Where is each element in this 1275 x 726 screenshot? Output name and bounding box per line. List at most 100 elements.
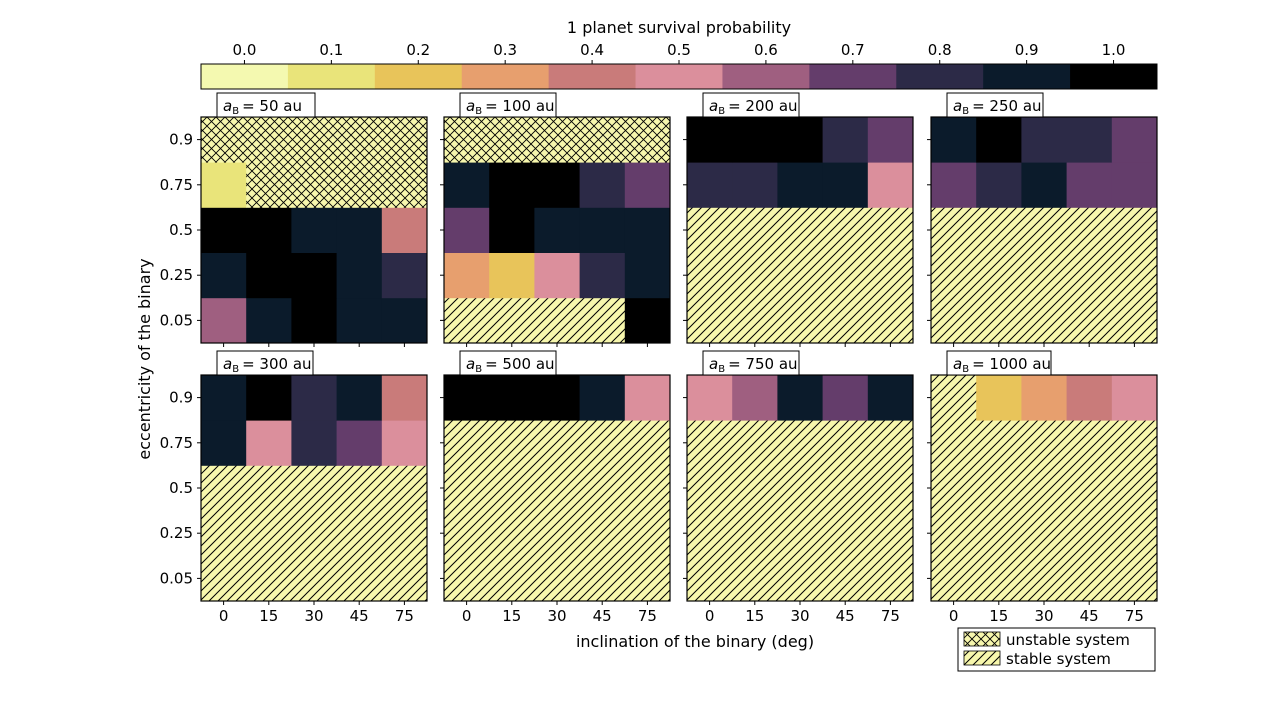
heatmap-cell	[867, 420, 914, 466]
heatmap-cell	[534, 297, 580, 344]
panel-title-box	[459, 350, 557, 376]
heatmap-cell	[336, 465, 383, 511]
colorbar-segment	[461, 64, 550, 89]
heatmap-cell	[687, 207, 733, 253]
heatmap-cell	[931, 465, 977, 511]
heatmap-cell	[732, 117, 778, 163]
panel-title-sub: B	[475, 106, 482, 117]
heatmap-cell	[931, 162, 977, 208]
heatmap-cell	[444, 297, 490, 344]
heatmap-cell	[1111, 420, 1158, 466]
heatmap-cell	[201, 207, 247, 253]
heatmap-cell	[687, 117, 733, 163]
x-tick-label: 0	[705, 607, 715, 625]
heatmap-cell	[444, 465, 490, 511]
heatmap-cell	[1066, 252, 1113, 299]
heatmap-cell	[732, 162, 778, 208]
colorbar-tick-label: 0.7	[841, 41, 865, 59]
heatmap-cell	[931, 117, 977, 163]
heatmap-cell	[291, 207, 337, 253]
heatmap-cell	[1111, 465, 1158, 511]
heatmap-cell	[867, 117, 914, 163]
heatmap-cell	[291, 297, 337, 344]
panel-title-var: a	[223, 355, 232, 373]
heatmap-cell	[732, 297, 778, 344]
panel: 0 15 30 45 75 aB = 500 au	[440, 350, 671, 625]
heatmap-cell	[579, 375, 626, 421]
heatmap-cell	[336, 297, 383, 344]
panel-title-value: = 500 au	[485, 355, 554, 373]
panel-title-var: a	[709, 355, 718, 373]
panel: 0 15 30 45 75 aB = 1000 au	[927, 350, 1158, 625]
heatmap-cell	[1021, 252, 1067, 299]
heatmap-cell	[867, 252, 914, 299]
heatmap-cell	[867, 207, 914, 253]
colorbar-segment	[374, 64, 463, 89]
heatmap-cell	[1066, 162, 1113, 208]
heatmap-cell	[732, 375, 778, 421]
panel-title: aB = 300 au	[223, 355, 312, 375]
colorbar-tick-label: 1.0	[1102, 41, 1126, 59]
x-tick-label: 15	[259, 607, 278, 625]
y-tick-label: 0.05	[160, 569, 193, 587]
heatmap-cell	[246, 420, 292, 466]
y-axis-label: eccentricity of the binary	[135, 258, 154, 459]
heatmap-cell	[624, 162, 671, 208]
panel-title-value: = 300 au	[242, 355, 311, 373]
heatmap-cell	[246, 465, 292, 511]
heatmap-cell	[777, 117, 823, 163]
panel: 0.05 0.25 0.5 0.75 0.9 aB = 50 au	[160, 92, 428, 347]
heatmap-cell	[822, 465, 869, 511]
panel-title-value: = 250 au	[972, 97, 1041, 115]
heatmap-cell	[246, 510, 292, 557]
panel-title-value: = 50 au	[242, 97, 302, 115]
heatmap-cell	[1111, 162, 1158, 208]
x-tick-label: 45	[1080, 607, 1099, 625]
heatmap-cell	[489, 252, 535, 299]
heatmap-cell	[777, 510, 823, 557]
heatmap-cell	[246, 375, 292, 421]
panel-title-var: a	[466, 97, 475, 115]
heatmap-cell	[291, 510, 337, 557]
heatmap-cell	[291, 465, 337, 511]
panel-title-var: a	[466, 355, 475, 373]
x-tick-label: 75	[881, 607, 900, 625]
legend-stable-swatch	[963, 650, 1001, 666]
heatmap-cell	[822, 117, 869, 163]
heatmap-cell	[534, 117, 580, 163]
heatmap-cell	[579, 555, 626, 602]
colorbar-segment	[287, 64, 376, 89]
x-tick-label: 30	[1034, 607, 1053, 625]
colorbar-segment	[201, 64, 289, 89]
colorbar-tick-label: 0.2	[406, 41, 430, 59]
colorbar-segment	[809, 64, 897, 89]
heatmap-cell	[1021, 375, 1067, 421]
panel-title-box	[459, 92, 557, 118]
heatmap-cell	[336, 162, 383, 208]
panel: 0.05 0 0.25 15 0.5 30 0.75 45 0.9 75 aB = 300 au	[160, 350, 428, 625]
panel-title-value: = 200 au	[728, 97, 797, 115]
heatmap-cell	[1066, 375, 1113, 421]
heatmap-cell	[777, 297, 823, 344]
heatmap-cell	[687, 297, 733, 344]
heatmap-cell	[624, 117, 671, 163]
heatmap-cell	[931, 555, 977, 602]
y-tick-label: 0.75	[160, 176, 193, 194]
panel-title: aB = 250 au	[953, 97, 1042, 117]
heatmap-cell	[579, 420, 626, 466]
heatmap-cell	[687, 510, 733, 557]
panel-title-var: a	[223, 97, 232, 115]
heatmap-cell	[687, 465, 733, 511]
x-tick-label: 15	[502, 607, 521, 625]
heatmap-cell	[201, 510, 247, 557]
panel-title-sub: B	[232, 106, 239, 117]
y-tick-label: 0.75	[160, 434, 193, 452]
heatmap-cell	[624, 420, 671, 466]
x-tick-label: 0	[219, 607, 229, 625]
colorbar-tick-label: 0.5	[667, 41, 691, 59]
legend-unstable-label: unstable system	[1006, 631, 1130, 649]
panel-title: aB = 1000 au	[953, 355, 1051, 375]
heatmap-cell	[291, 555, 337, 602]
heatmap-cell	[381, 297, 428, 344]
panel-title-sub: B	[962, 106, 969, 117]
